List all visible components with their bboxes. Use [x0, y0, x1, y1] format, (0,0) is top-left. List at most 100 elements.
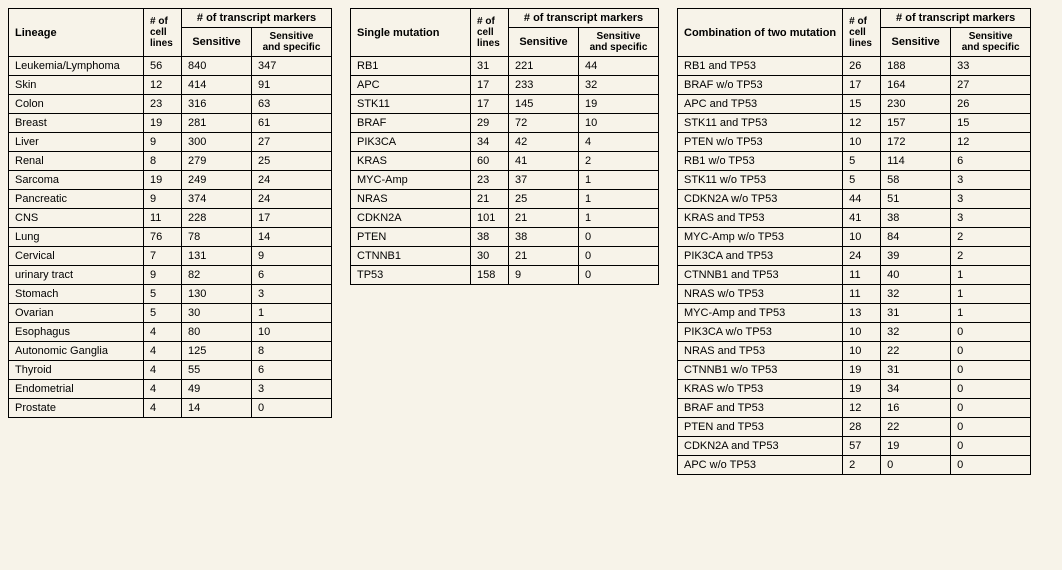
table-row: APC w/o TP53200 [678, 456, 1031, 475]
row-name: Ovarian [9, 304, 144, 323]
row-sensitive: 21 [509, 247, 579, 266]
table-row: PIK3CA w/o TP5310320 [678, 323, 1031, 342]
row-sensitive-specific: 0 [951, 380, 1031, 399]
row-cell-lines: 24 [843, 247, 881, 266]
table-row: Lung767814 [9, 228, 332, 247]
row-sensitive: 249 [182, 171, 252, 190]
col-sensitive: Sensitive [881, 28, 951, 57]
row-name: APC [351, 76, 471, 95]
row-cell-lines: 17 [471, 76, 509, 95]
row-sensitive: 164 [881, 76, 951, 95]
row-name: PIK3CA [351, 133, 471, 152]
row-sensitive-specific: 27 [252, 133, 332, 152]
table-row: Renal827925 [9, 152, 332, 171]
row-name: RB1 w/o TP53 [678, 152, 843, 171]
row-cell-lines: 28 [843, 418, 881, 437]
row-sensitive-specific: 2 [579, 152, 659, 171]
row-cell-lines: 5 [843, 152, 881, 171]
row-name: PIK3CA w/o TP53 [678, 323, 843, 342]
row-name: STK11 and TP53 [678, 114, 843, 133]
row-sensitive-specific: 347 [252, 57, 332, 76]
row-cell-lines: 41 [843, 209, 881, 228]
col-sensitive: Sensitive [182, 28, 252, 57]
row-sensitive-specific: 19 [579, 95, 659, 114]
row-cell-lines: 9 [144, 266, 182, 285]
tables-container: Lineage # ofcelllines # of transcript ma… [8, 8, 1054, 475]
row-cell-lines: 19 [144, 114, 182, 133]
row-sensitive: 42 [509, 133, 579, 152]
row-cell-lines: 21 [471, 190, 509, 209]
table-row: BRAF w/o TP531716427 [678, 76, 1031, 95]
col-markers: # of transcript markers [182, 9, 332, 28]
table-row: STK11 and TP531215715 [678, 114, 1031, 133]
row-sensitive: 38 [881, 209, 951, 228]
table-row: MYC-Amp23371 [351, 171, 659, 190]
row-sensitive-specific: 0 [951, 399, 1031, 418]
row-sensitive: 130 [182, 285, 252, 304]
row-name: PIK3CA and TP53 [678, 247, 843, 266]
row-name: KRAS w/o TP53 [678, 380, 843, 399]
row-sensitive-specific: 2 [951, 228, 1031, 247]
single-mutation-panel: Single mutation # ofcelllines # of trans… [350, 8, 659, 285]
row-sensitive-specific: 1 [951, 266, 1031, 285]
row-sensitive-specific: 0 [252, 399, 332, 418]
row-sensitive-specific: 61 [252, 114, 332, 133]
row-sensitive-specific: 14 [252, 228, 332, 247]
table-row: KRAS w/o TP5319340 [678, 380, 1031, 399]
table-row: RB13122144 [351, 57, 659, 76]
table-row: CDKN2A101211 [351, 209, 659, 228]
row-sensitive: 32 [881, 285, 951, 304]
table-row: Leukemia/Lymphoma56840347 [9, 57, 332, 76]
row-name: Thyroid [9, 361, 144, 380]
row-name: NRAS and TP53 [678, 342, 843, 361]
row-sensitive: 16 [881, 399, 951, 418]
row-sensitive-specific: 6 [252, 266, 332, 285]
row-sensitive-specific: 0 [579, 228, 659, 247]
row-name: Stomach [9, 285, 144, 304]
row-name: MYC-Amp w/o TP53 [678, 228, 843, 247]
row-sensitive-specific: 32 [579, 76, 659, 95]
row-sensitive: 374 [182, 190, 252, 209]
table-row: NRAS and TP5310220 [678, 342, 1031, 361]
row-sensitive: 316 [182, 95, 252, 114]
row-name: Cervical [9, 247, 144, 266]
table-row: Breast1928161 [9, 114, 332, 133]
table-row: CTNNB130210 [351, 247, 659, 266]
row-name: BRAF w/o TP53 [678, 76, 843, 95]
row-cell-lines: 26 [843, 57, 881, 76]
row-cell-lines: 4 [144, 399, 182, 418]
row-cell-lines: 9 [144, 133, 182, 152]
row-cell-lines: 11 [144, 209, 182, 228]
row-sensitive: 14 [182, 399, 252, 418]
row-cell-lines: 17 [843, 76, 881, 95]
row-name: PTEN w/o TP53 [678, 133, 843, 152]
table-row: BRAF and TP5312160 [678, 399, 1031, 418]
table-row: STK111714519 [351, 95, 659, 114]
table-row: Skin1241491 [9, 76, 332, 95]
row-sensitive-specific: 12 [951, 133, 1031, 152]
lineage-table: Lineage # ofcelllines # of transcript ma… [8, 8, 332, 418]
table-row: CDKN2A w/o TP5344513 [678, 190, 1031, 209]
row-name: BRAF [351, 114, 471, 133]
row-sensitive: 0 [881, 456, 951, 475]
row-sensitive-specific: 0 [951, 437, 1031, 456]
row-cell-lines: 10 [843, 323, 881, 342]
row-sensitive-specific: 3 [252, 380, 332, 399]
row-name: BRAF and TP53 [678, 399, 843, 418]
table-row: MYC-Amp and TP5313311 [678, 304, 1031, 323]
row-sensitive-specific: 24 [252, 171, 332, 190]
row-sensitive-specific: 0 [951, 361, 1031, 380]
row-sensitive-specific: 3 [951, 171, 1031, 190]
row-sensitive-specific: 0 [951, 323, 1031, 342]
row-name: Colon [9, 95, 144, 114]
row-sensitive: 279 [182, 152, 252, 171]
row-sensitive-specific: 4 [579, 133, 659, 152]
row-sensitive: 32 [881, 323, 951, 342]
table-row: KRAS60412 [351, 152, 659, 171]
table-row: NRAS21251 [351, 190, 659, 209]
row-name: Pancreatic [9, 190, 144, 209]
row-name: urinary tract [9, 266, 144, 285]
table-row: CDKN2A and TP5357190 [678, 437, 1031, 456]
table-row: Cervical71319 [9, 247, 332, 266]
row-cell-lines: 60 [471, 152, 509, 171]
